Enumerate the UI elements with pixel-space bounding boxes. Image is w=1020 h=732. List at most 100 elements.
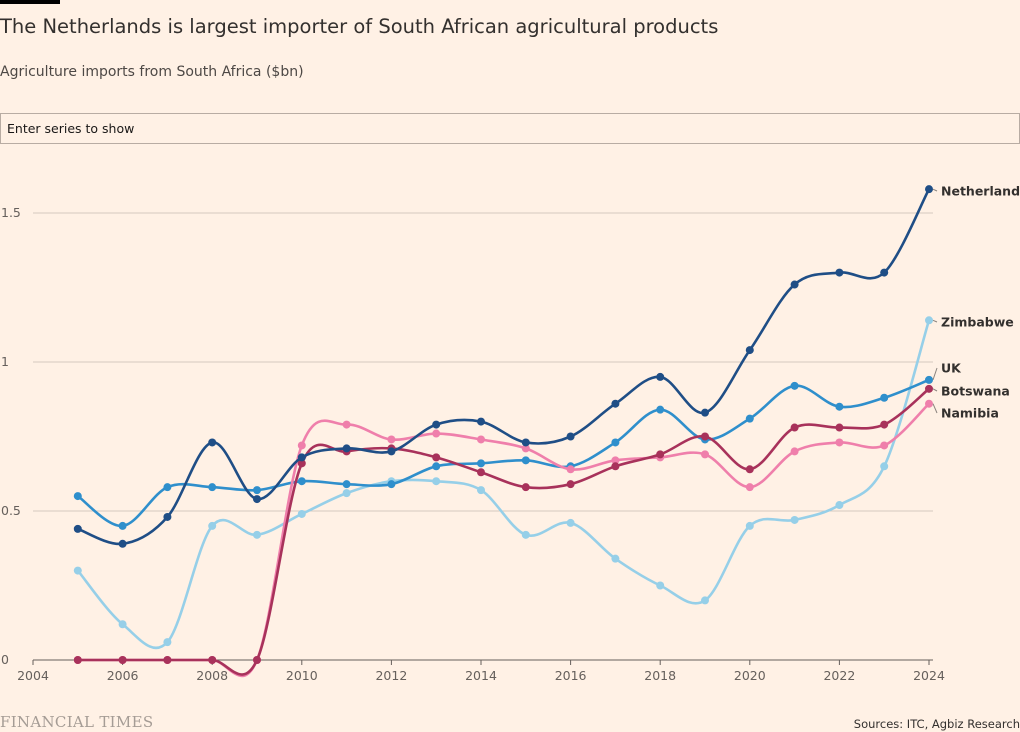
brand-bar: [0, 0, 60, 4]
data-point-namibia: [521, 444, 530, 453]
line-chart: 0 0.5 1 1.5 2004 2006 2008 2010 2012 2014 2016 2018…: [1, 184, 1020, 684]
data-point-botswana: [656, 450, 665, 459]
series-label-namibia: Namibia: [941, 406, 999, 421]
data-point-netherlands: [835, 268, 844, 277]
data-point-netherlands: [253, 495, 261, 504]
x-tick-label: 2012: [375, 668, 407, 683]
data-point-zimbabwe: [880, 462, 889, 471]
data-point-zimbabwe: [253, 530, 261, 539]
data-point-netherlands: [611, 399, 620, 408]
data-point-namibia: [835, 438, 844, 447]
data-point-botswana: [611, 462, 620, 471]
data-point-zimbabwe: [118, 620, 127, 629]
x-tick-label: 2018: [644, 668, 676, 683]
label-connector-uk: [932, 367, 938, 381]
data-point-botswana: [745, 465, 754, 474]
data-point-uk: [925, 375, 933, 384]
data-point-netherlands: [118, 539, 127, 548]
series-search-placeholder: Enter series to show: [7, 121, 135, 136]
data-point-uk: [835, 402, 844, 411]
data-point-netherlands: [387, 447, 396, 456]
y-tick-label: 1: [1, 354, 9, 369]
data-point-uk: [880, 393, 889, 402]
data-point-zimbabwe: [790, 515, 799, 524]
data-point-uk: [477, 459, 485, 468]
y-tick-label: 0.5: [1, 503, 21, 518]
chart-subtitle: Agriculture imports from South Africa ($…: [0, 64, 304, 80]
x-tick-label: 2004: [17, 668, 49, 683]
data-point-namibia: [387, 435, 396, 444]
y-tick-label: 0: [1, 652, 9, 667]
x-tick-label: 2020: [734, 668, 766, 683]
data-point-namibia: [745, 483, 754, 492]
data-point-netherlands: [208, 438, 217, 447]
data-point-botswana: [566, 480, 575, 489]
data-point-netherlands: [521, 438, 530, 447]
data-point-botswana: [297, 459, 306, 468]
data-point-botswana: [477, 468, 485, 477]
data-point-zimbabwe: [521, 530, 530, 539]
x-tick-label: 2010: [286, 668, 318, 683]
data-point-netherlands: [701, 408, 709, 417]
data-point-uk: [342, 480, 351, 489]
data-point-uk: [656, 405, 665, 414]
data-point-namibia: [880, 441, 889, 450]
data-point-botswana: [118, 656, 127, 664]
x-tick-label: 2022: [823, 668, 855, 683]
data-point-netherlands: [566, 432, 575, 441]
data-point-uk: [118, 521, 127, 530]
data-point-netherlands: [925, 185, 933, 194]
data-point-zimbabwe: [925, 316, 933, 325]
data-point-netherlands: [790, 280, 799, 289]
data-point-botswana: [701, 432, 709, 441]
data-point-zimbabwe: [208, 521, 217, 530]
data-point-zimbabwe: [566, 518, 575, 527]
series-label-uk: UK: [941, 361, 962, 376]
data-point-botswana: [253, 656, 261, 664]
data-point-netherlands: [163, 512, 172, 521]
data-point-uk: [163, 483, 172, 492]
data-point-namibia: [611, 456, 620, 465]
series-line-zimbabwe: [76, 319, 931, 650]
data-point-zimbabwe: [477, 486, 485, 495]
series-label-botswana: Botswana: [941, 384, 1010, 399]
data-point-netherlands: [880, 268, 889, 277]
data-point-zimbabwe: [835, 501, 844, 510]
data-point-uk: [790, 381, 799, 390]
data-point-namibia: [790, 447, 799, 456]
series-label-netherlands: Netherlands: [941, 184, 1020, 199]
data-point-netherlands: [477, 417, 485, 426]
data-point-botswana: [880, 420, 889, 429]
data-point-uk: [521, 456, 530, 465]
data-point-uk: [387, 480, 396, 489]
chart-source: Sources: ITC, Agbiz Research: [853, 717, 1020, 731]
data-point-uk: [745, 414, 754, 423]
data-point-zimbabwe: [656, 581, 665, 590]
data-point-namibia: [566, 465, 575, 474]
data-point-botswana: [790, 423, 799, 432]
series-label-zimbabwe: Zimbabwe: [941, 315, 1014, 330]
data-point-botswana: [73, 656, 82, 664]
data-point-namibia: [701, 450, 709, 459]
data-point-namibia: [925, 399, 933, 408]
chart-title: The Netherlands is largest importer of S…: [0, 15, 719, 38]
data-point-uk: [208, 483, 217, 492]
data-point-uk: [432, 462, 441, 471]
data-point-zimbabwe: [73, 566, 82, 575]
data-point-namibia: [342, 420, 351, 429]
label-connector-botswana: [932, 388, 938, 392]
data-point-uk: [253, 486, 261, 495]
label-connector-zimbabwe: [932, 319, 938, 323]
series-line-netherlands: [77, 188, 931, 546]
series-search-input[interactable]: Enter series to show: [0, 113, 1020, 144]
y-tick-label: 1.5: [1, 205, 21, 220]
data-point-uk: [297, 477, 306, 486]
data-point-netherlands: [745, 346, 754, 355]
data-point-botswana: [432, 453, 441, 462]
ft-logo: FINANCIAL TIMES: [0, 713, 154, 731]
data-point-netherlands: [297, 453, 306, 462]
data-point-botswana: [925, 384, 933, 393]
data-point-uk: [73, 492, 82, 501]
data-point-zimbabwe: [297, 509, 306, 518]
data-point-zimbabwe: [342, 489, 351, 498]
